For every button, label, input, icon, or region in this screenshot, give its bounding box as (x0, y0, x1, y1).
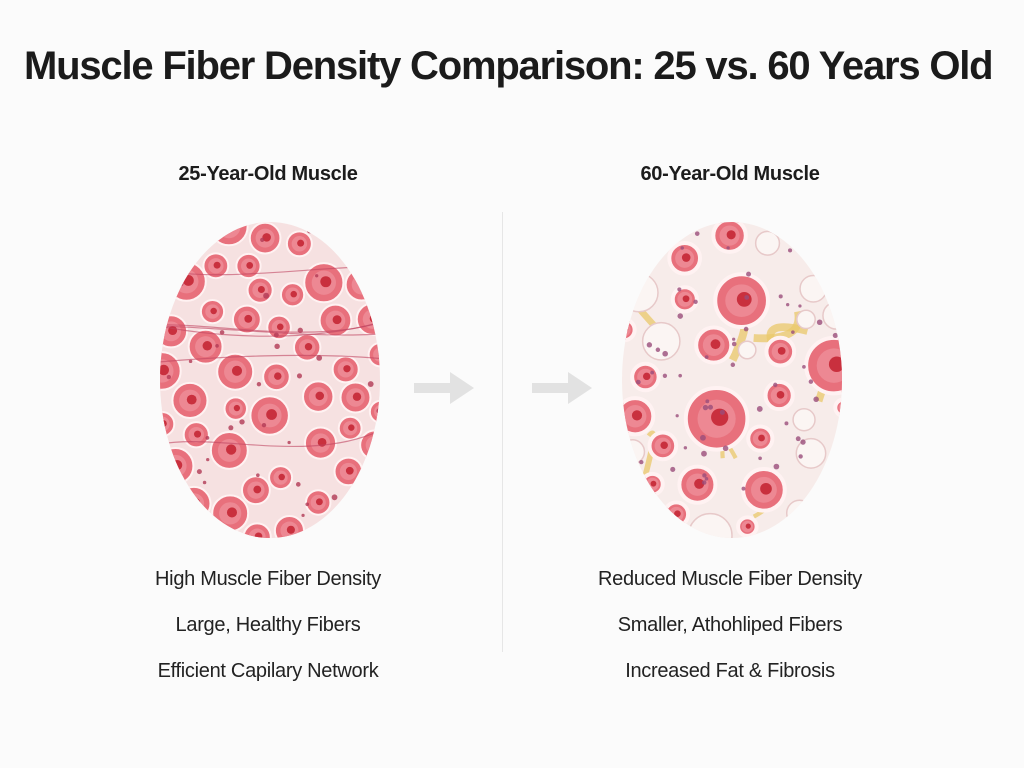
aged-caption-density: Reduced Muscle Fiber Density (598, 568, 862, 590)
aged-caption-fat: Increased Fat & Fibrosis (625, 660, 835, 682)
young-muscle-tissue-image (158, 220, 382, 540)
aged-caption-fibers: Smaller, Athohliped Fibers (617, 614, 843, 636)
panel-divider (502, 212, 503, 652)
young-muscle-heading: 25-Year-Old Muscle (178, 163, 358, 185)
aged-muscle-tissue-image (620, 220, 844, 540)
young-caption-density: High Muscle Fiber Density (155, 568, 381, 590)
page-title: Muscle Fiber Density Comparison: 25 vs. … (24, 44, 994, 88)
arrow-right-icon (412, 366, 476, 410)
young-muscle-captions: High Muscle Fiber Density Large, Healthy… (38, 562, 498, 700)
young-muscle-panel: 25-Year-Old Muscle High Muscle Fiber Den… (38, 160, 498, 682)
young-caption-fibers: Large, Healthy Fibers (175, 614, 361, 636)
aged-muscle-heading: 60-Year-Old Muscle (640, 163, 820, 185)
aged-muscle-panel: 60-Year-Old Muscle Reduced Muscle Fiber … (500, 160, 960, 682)
arrow-right-icon (530, 366, 594, 410)
aged-muscle-captions: Reduced Muscle Fiber Density Smaller, At… (500, 562, 960, 700)
young-caption-capillary: Efficient Capilary Network (157, 660, 379, 682)
